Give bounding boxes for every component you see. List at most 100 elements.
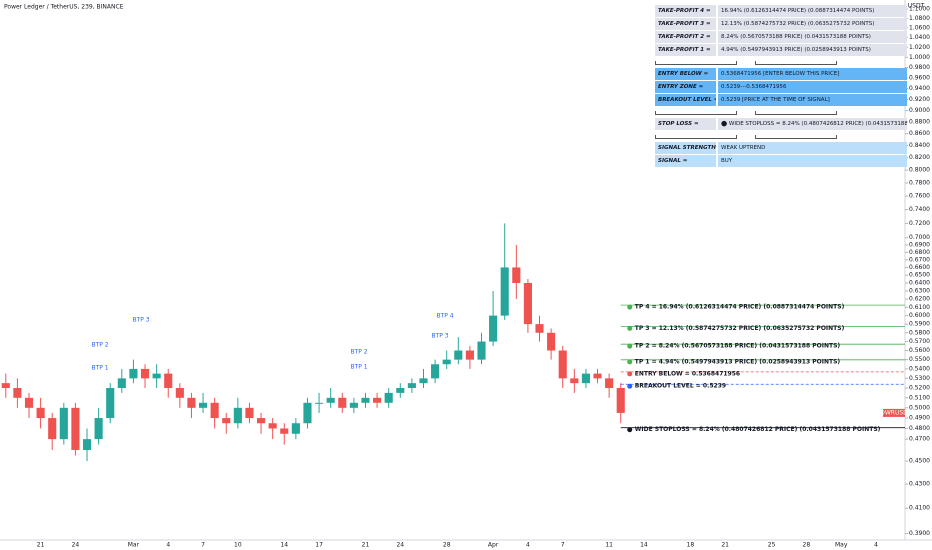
row-label: ENTRY BELOW = — [655, 68, 716, 80]
candle-body — [489, 315, 498, 342]
y-tick-label: 0.5000 — [909, 404, 930, 411]
y-tick-label: 0.9600 — [909, 74, 930, 81]
candle-body — [558, 350, 567, 379]
y-tick-label: 0.3900 — [909, 530, 930, 537]
candle-body — [245, 407, 254, 419]
candle-body — [361, 397, 370, 403]
candle-body — [291, 423, 300, 434]
x-tick-label: 4 — [526, 542, 530, 549]
annotation: BTP 2 — [350, 349, 367, 356]
currency-label: USDT — [908, 3, 925, 10]
y-tick-label: 0.8800 — [909, 118, 930, 125]
x-tick-label: 14 — [640, 542, 648, 549]
candle-body — [59, 407, 68, 440]
candle-body — [256, 418, 266, 424]
candle-body — [593, 373, 602, 379]
candle-body — [268, 423, 277, 429]
level-icon — [627, 325, 633, 331]
y-tick-label: 0.7800 — [909, 179, 930, 186]
level-label: TP 1 = 4.94% (0.5497943913 PRICE) (0.025… — [635, 358, 841, 365]
table-row: TAKE-PROFIT 3 = 12.13% (0.5874275732 PRIC… — [655, 18, 907, 30]
candle-body — [94, 418, 103, 440]
annotation: BTP 1 — [350, 364, 367, 371]
x-tick-label: 18 — [687, 542, 695, 549]
level-icon — [627, 343, 633, 349]
level-label: BREAKOUT LEVEL = 0.5239 — [635, 383, 726, 390]
level-label: TP 4 = 16.94% (0.6126314474 PRICE) (0.08… — [635, 304, 845, 311]
candle-body — [24, 397, 34, 408]
y-tick-label: 0.9400 — [909, 85, 930, 92]
x-tick-label: 25 — [768, 542, 776, 549]
candle-body — [13, 387, 22, 398]
candle-body — [605, 378, 614, 388]
candle-body — [280, 428, 289, 434]
x-tick-label: 7 — [201, 542, 205, 549]
row-label: TAKE-PROFIT 1 = — [655, 44, 716, 56]
x-tick-label: 21 — [362, 542, 370, 549]
level-label: TP 3 = 12.13% (0.5874275732 PRICE) (0.06… — [635, 325, 845, 332]
level-icon — [627, 359, 633, 365]
x-tick-label: 10 — [234, 542, 242, 549]
candle-body — [512, 267, 521, 283]
candle-body — [140, 368, 150, 379]
candle-body — [315, 402, 324, 404]
row-label: ENTRY ZONE = — [655, 81, 716, 93]
candle-body — [222, 418, 231, 424]
y-tick-label: 0.5500 — [909, 356, 930, 363]
level-icon — [627, 371, 633, 377]
row-value: 12.13% (0.5874275732 PRICE) (0.063527573… — [718, 18, 907, 30]
candle-body — [187, 397, 196, 408]
y-tick-label: 0.6900 — [909, 241, 930, 248]
candle-body — [523, 282, 532, 325]
candle-body — [454, 350, 463, 360]
row-value: WEAK UPTREND — [718, 142, 907, 154]
y-tick-label: 1.0400 — [909, 34, 930, 41]
candle-body — [396, 387, 405, 393]
row-label: STOP LOSS = — [655, 118, 716, 130]
annotation: BTP 4 — [436, 313, 453, 320]
y-tick-label: 0.6100 — [909, 304, 930, 311]
annotation: BTP 3 — [431, 333, 448, 340]
table-row: ENTRY ZONE = 0.5239---0.5368471956 — [655, 81, 907, 93]
candle-body — [431, 364, 440, 379]
y-tick-label: 0.6300 — [909, 287, 930, 294]
annotation: BTP 2 — [91, 342, 108, 349]
candle-body — [303, 402, 312, 424]
y-tick-label: 0.5900 — [909, 321, 930, 328]
y-tick-label: 1.0800 — [909, 15, 930, 22]
y-tick-label: 0.5700 — [909, 338, 930, 345]
table-row: ENTRY BELOW = 0.5368471956 [ENTER BELOW T… — [655, 68, 907, 80]
table-row: TAKE-PROFIT 4 = 16.94% (0.6126314474 PRIC… — [655, 5, 907, 17]
y-tick-label: 0.4900 — [909, 415, 930, 422]
y-tick-label: 0.4800 — [909, 425, 930, 432]
row-label: SIGNAL = — [655, 155, 716, 167]
y-tick-label: 0.6800 — [909, 249, 930, 256]
x-tick-label: 21 — [721, 542, 729, 549]
y-tick-label: 0.8400 — [909, 142, 930, 149]
candle-body — [117, 378, 126, 388]
row-value: 16.94% (0.6126314474 PRICE) (0.088731447… — [718, 5, 907, 17]
candle-body — [338, 397, 347, 408]
y-tick-label: 0.5600 — [909, 347, 930, 354]
row-label: TAKE-PROFIT 4 = — [655, 5, 716, 17]
candle-body — [82, 439, 92, 450]
y-tick-label: 0.6200 — [909, 296, 930, 303]
y-tick-label: 0.4100 — [909, 505, 930, 512]
y-tick-label: 0.8000 — [909, 167, 930, 174]
table-row: SIGNAL = BUY — [655, 155, 907, 167]
candle-body — [465, 350, 474, 360]
y-tick-label: 0.6700 — [909, 256, 930, 263]
y-tick-label: 0.7200 — [909, 220, 930, 227]
candle-body — [547, 332, 556, 351]
y-tick-label: 0.5800 — [909, 329, 930, 336]
row-label: SIGNAL STRENGTH = — [655, 142, 716, 154]
signal-table: TAKE-PROFIT 4 = 16.94% (0.6126314474 PRIC… — [655, 5, 907, 168]
x-tick-label: 28 — [443, 542, 451, 549]
y-tick-label: 0.8600 — [909, 130, 930, 137]
y-tick-label: 0.7400 — [909, 206, 930, 213]
y-tick-label: 0.5400 — [909, 365, 930, 372]
row-label: TAKE-PROFIT 2 = — [655, 31, 716, 43]
x-tick-label: May — [835, 542, 848, 549]
y-tick-label: 0.5100 — [909, 394, 930, 401]
candle-body — [164, 373, 173, 388]
